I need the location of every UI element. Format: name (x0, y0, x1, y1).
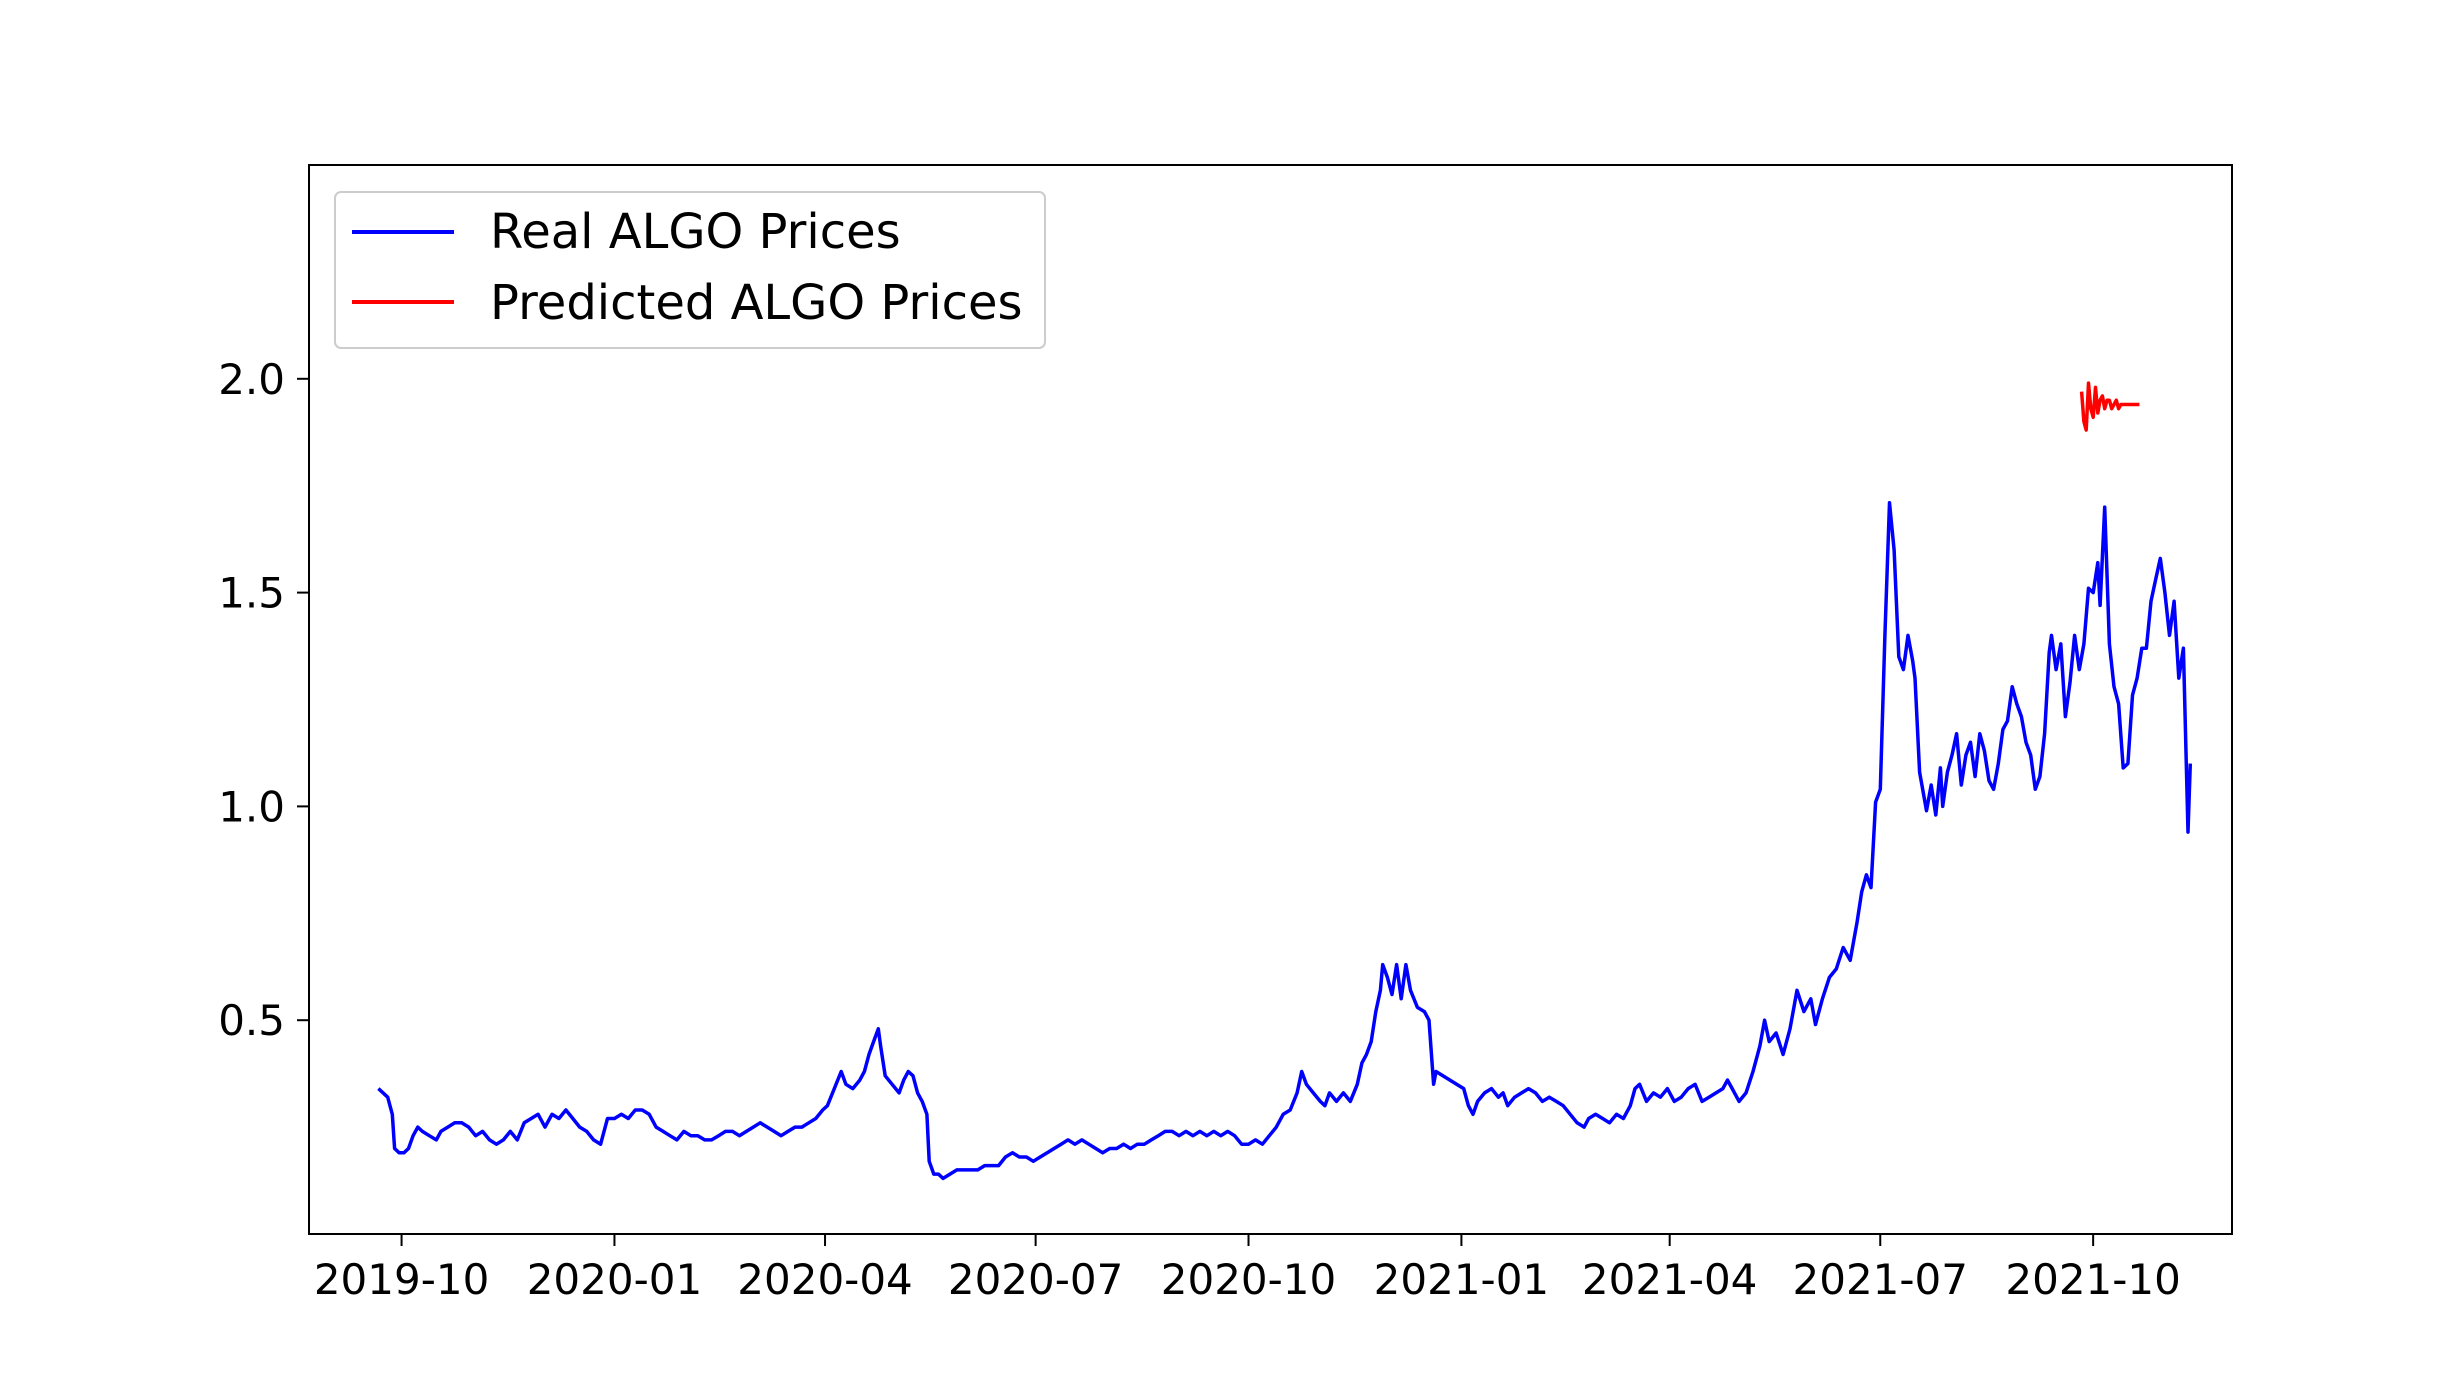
x-tick-label: 2019-10 (314, 1255, 490, 1304)
y-tick-label: 2.0 (218, 355, 285, 404)
y-tick-label: 1.5 (218, 569, 285, 618)
x-tick-label: 2020-04 (737, 1255, 913, 1304)
series-line-real-prices (377, 501, 2193, 1181)
x-tick-label: 2020-10 (1161, 1255, 1337, 1304)
legend-frame (334, 191, 1046, 349)
plot-frame (308, 164, 2233, 1235)
x-tick-label: 2021-10 (2005, 1255, 2181, 1304)
x-tick-label: 2021-01 (1374, 1255, 1550, 1304)
series-line-predicted-prices (2079, 381, 2140, 432)
x-tick-label: 2020-07 (948, 1255, 1124, 1304)
legend: Real ALGO Prices Predicted ALGO Prices (334, 191, 1046, 349)
x-tick-label: 2020-01 (527, 1255, 703, 1304)
y-axis: 0.5 1.0 1.5 2.0 (218, 355, 309, 1045)
x-axis: 2019-10 2020-01 2020-04 2020-07 2020-10 2021-… (314, 1234, 2181, 1304)
x-tick-label: 2021-07 (1793, 1255, 1969, 1304)
x-tick-label: 2021-04 (1582, 1255, 1758, 1304)
y-tick-label: 1.0 (218, 782, 285, 831)
y-tick-label: 0.5 (218, 996, 285, 1045)
legend-label-real: Real ALGO Prices (490, 204, 901, 260)
series-layer (377, 381, 2193, 1181)
legend-label-predicted: Predicted ALGO Prices (490, 275, 1023, 331)
